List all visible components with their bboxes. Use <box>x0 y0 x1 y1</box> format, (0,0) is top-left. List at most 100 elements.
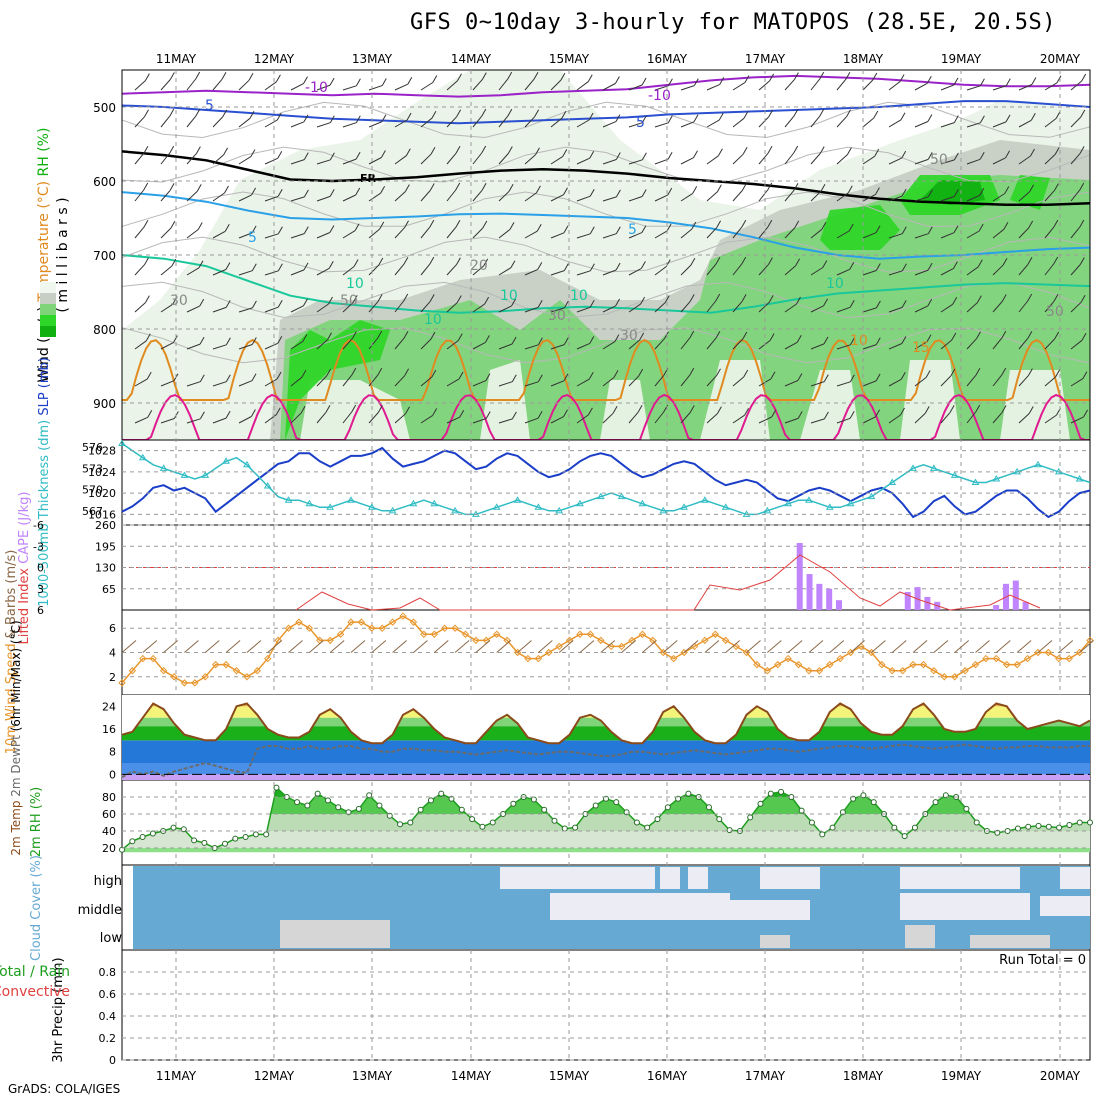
thickness-marker <box>326 503 335 510</box>
wind-barb-flag <box>144 73 150 81</box>
precip-tick-label: 0.4 <box>99 1010 117 1023</box>
wind-barb <box>888 119 902 128</box>
wind-barb <box>680 301 691 313</box>
wind-barb-flag <box>1053 219 1059 228</box>
rh2m-marker <box>644 824 651 831</box>
rh2m-marker <box>1045 823 1052 830</box>
wind-barb <box>602 269 617 276</box>
surface-wind-barb <box>184 640 199 653</box>
rh2m-marker <box>242 833 249 840</box>
wind-barb-flag <box>144 257 149 265</box>
isotherm-20-line <box>122 393 1090 440</box>
wind-barb-flag <box>381 114 387 122</box>
wind-speed-marker <box>1055 654 1063 663</box>
rh2m-marker <box>397 821 404 828</box>
wind-barb <box>576 119 590 128</box>
wind-barb <box>888 233 903 239</box>
wind-barb <box>160 115 171 128</box>
wind-barb <box>238 344 253 350</box>
wind-barb <box>940 232 955 239</box>
wind-speed-marker <box>774 660 782 669</box>
lifted-tick-label: -3 <box>33 540 44 553</box>
wind-barb-flag <box>1005 114 1011 123</box>
wind-barb <box>550 155 564 165</box>
wind-barb <box>732 190 743 202</box>
wind-barb <box>1070 153 1081 165</box>
wind-speed-marker <box>524 654 532 663</box>
wind-barb-flag <box>535 147 540 155</box>
wind-barb-flag <box>249 111 255 119</box>
wind-barb <box>836 417 851 424</box>
wind-barb <box>316 232 331 239</box>
thickness-marker <box>284 496 293 503</box>
wind-barb-flag <box>537 337 543 346</box>
wind-barb-flag <box>901 263 907 272</box>
wind-barb-flag <box>715 330 721 339</box>
pressure-tick-label: 600 <box>93 175 116 189</box>
wind-barb-flag <box>589 226 595 235</box>
wind-speed-marker <box>399 612 407 620</box>
wind-barb <box>342 338 353 350</box>
wind-barb <box>602 412 614 424</box>
wind-speed-marker <box>721 636 730 645</box>
wind-barb <box>654 374 665 387</box>
wind-barb-flag <box>1081 73 1087 82</box>
wind-barb <box>966 302 978 313</box>
wind-barb <box>394 375 405 387</box>
wind-barb <box>238 380 253 387</box>
wind-barb <box>810 343 825 350</box>
wind-barb-flag <box>222 109 228 118</box>
wind-barb <box>992 193 1006 202</box>
wind-barb <box>186 115 197 128</box>
wind-barb-flag <box>793 145 799 154</box>
surface-wind-barb <box>642 640 657 653</box>
surface-wind-barb <box>496 640 512 653</box>
wind-barb <box>238 416 252 424</box>
surface-wind-barb <box>1058 640 1074 653</box>
rh2m-marker <box>664 804 671 811</box>
wind-barb <box>186 78 197 91</box>
rh2m-marker <box>170 824 177 831</box>
wind-barb <box>784 380 799 387</box>
date-bottom-label: 19MAY <box>941 1069 982 1083</box>
wind-barb <box>680 157 694 165</box>
wind-barb-flag <box>875 225 881 233</box>
surface-wind-barb <box>371 640 387 653</box>
wind-barb <box>1018 155 1031 165</box>
wind-barb-flag <box>847 185 853 194</box>
wind-barb-flag <box>1055 369 1061 378</box>
wind-barb <box>966 338 977 350</box>
wind-barb-flag <box>196 184 202 192</box>
wind-barb <box>342 158 357 165</box>
wind-barb <box>290 159 305 165</box>
wind-barb-flag <box>719 77 725 85</box>
wind-barb-flag <box>329 225 335 233</box>
wind-barb-flag <box>456 295 462 303</box>
wind-barb <box>290 341 304 350</box>
rh2m-axis-label: 2m RH (%) <box>29 787 44 858</box>
wind-barb <box>1018 263 1029 276</box>
credit-text: GrADS: COLA/IGES <box>8 1082 121 1096</box>
date-bottom-label: 18MAY <box>843 1069 884 1083</box>
cape-bar <box>904 592 911 610</box>
wind-barb-flag <box>953 77 959 86</box>
rh-shade-area <box>285 175 1050 440</box>
wind-barb <box>602 377 615 387</box>
rh2m-marker <box>1035 822 1042 829</box>
wind-barb <box>1018 300 1029 313</box>
slp-tick-label: 1020 <box>88 487 116 500</box>
wind-barb <box>498 418 513 424</box>
wind-barb-flag <box>1053 294 1059 302</box>
wind-barb <box>654 158 669 165</box>
wind-barb-flag <box>377 367 383 376</box>
cloud-cell <box>900 893 1030 920</box>
wind-barb-flag <box>1001 405 1007 413</box>
wind-barb <box>628 84 643 91</box>
wind-barb-flag <box>873 110 879 119</box>
thickness-marker <box>825 503 834 510</box>
wind-barb <box>576 157 590 165</box>
wind-speed-marker <box>368 624 376 632</box>
wind-barb-flag <box>481 183 487 191</box>
wind-barb-flag <box>1079 219 1085 228</box>
date-top-label: 17MAY <box>745 52 786 66</box>
